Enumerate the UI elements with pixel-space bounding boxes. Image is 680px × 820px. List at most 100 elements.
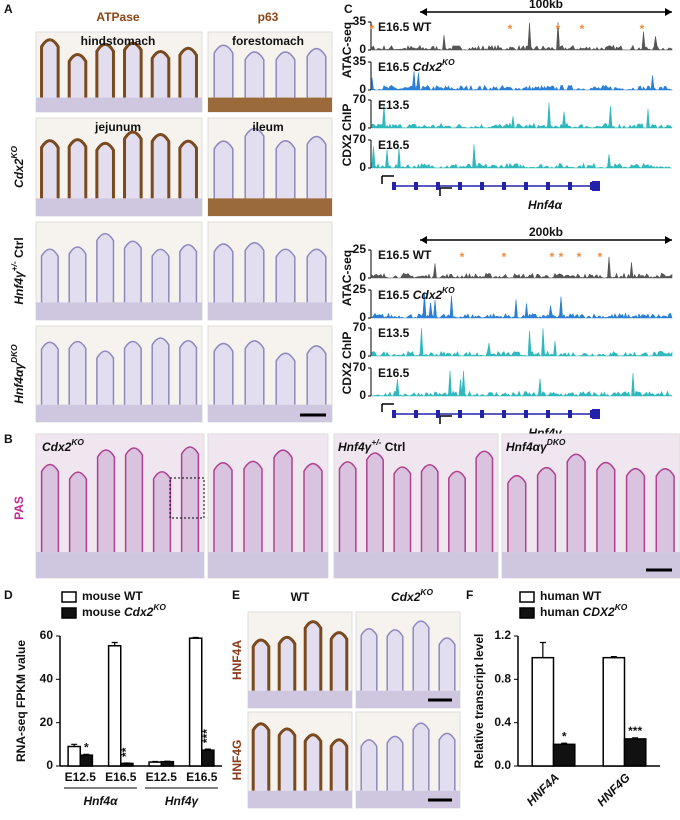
legend-label: mouse Cdx2KO [82, 602, 166, 619]
villus [40, 139, 60, 199]
villus [150, 49, 171, 98]
track-name: E16.5 Cdx2KO [378, 285, 455, 302]
column-header: ATPase [96, 10, 139, 24]
text-part: E16.5 WT [378, 20, 432, 34]
track-tick-label: 0 [359, 82, 366, 96]
row-label: Cdx2KO [9, 146, 26, 188]
villus [244, 241, 265, 303]
text-part: Hnf4αγ [506, 440, 548, 454]
text-part: Ctrl [381, 440, 405, 454]
exon [592, 181, 600, 191]
peak-star: * [370, 22, 375, 36]
x-tick-label: E16.5 [105, 770, 137, 784]
column-header: WT [291, 590, 310, 604]
villus [329, 738, 349, 791]
y-tick-label: 40 [40, 672, 54, 686]
row-label: HNF4A [230, 640, 244, 680]
villus [178, 46, 198, 98]
villus [277, 635, 297, 691]
exon [458, 182, 462, 190]
track-group-label: CDX2 ChIP [340, 332, 354, 395]
significance: * [84, 740, 89, 754]
tissue-base [36, 552, 204, 578]
y-tick-label: 1.2 [494, 628, 511, 642]
villus [438, 637, 456, 691]
row-label: Hnf4αγDKO [9, 344, 26, 404]
villus [124, 447, 144, 553]
text-part: E13.5 [378, 98, 410, 112]
text-part: Hnf4γ [12, 270, 26, 305]
y-tick-label: 0.8 [494, 672, 511, 686]
y-tick-label: 60 [40, 628, 54, 642]
text-part: WT [291, 590, 310, 604]
track-group-label: ATAC-seq [340, 250, 354, 306]
villus [566, 453, 586, 553]
villus [329, 631, 349, 691]
villus [360, 739, 378, 791]
villus [393, 466, 412, 553]
bar [67, 745, 81, 767]
exon [414, 182, 418, 190]
track-tick-label: 25 [353, 282, 367, 296]
tissue-base [36, 198, 202, 216]
track-tick-label: 0 [359, 388, 366, 402]
villus [275, 352, 296, 405]
y-tick-label: 0.0 [494, 758, 511, 772]
text-part: Hnf4αγ [12, 362, 26, 404]
peak-star: * [502, 250, 507, 264]
villus [275, 51, 296, 98]
track-group-label: ATAC-seq [340, 22, 354, 78]
scale-label: 200kb [529, 225, 563, 239]
text-part: E13.5 [378, 326, 410, 340]
tissue-base [208, 302, 332, 320]
text-part: E16.5 [378, 138, 410, 152]
group-label: Hnf4γ [165, 794, 200, 808]
exon [480, 182, 484, 190]
tissue-base [334, 552, 498, 578]
text-part: KO [442, 285, 455, 295]
tissue-base [208, 97, 332, 112]
villus [338, 461, 357, 553]
track-name: E16.5 [378, 366, 410, 380]
villus [273, 449, 293, 553]
track-tick-label: 35 [353, 54, 367, 68]
gene-model [381, 403, 452, 424]
column-header: Cdx2KO [391, 587, 433, 604]
inset-box [169, 477, 205, 519]
exon [502, 182, 506, 190]
villus [151, 337, 170, 405]
text-part: CDX2 [583, 605, 615, 619]
villus [180, 446, 200, 553]
image-label: forestomach [232, 34, 304, 48]
villus [251, 638, 271, 691]
text-part: Hnf4α [83, 794, 118, 808]
legend-label: mouse WT [82, 589, 143, 603]
tissue-base [36, 404, 202, 422]
tissue-base [356, 790, 460, 808]
text-part: Cdx2 [413, 60, 443, 74]
villus [244, 340, 265, 405]
villus [213, 44, 234, 98]
villus [306, 47, 327, 98]
text-part: KO [442, 57, 455, 67]
image-label: ileum [252, 120, 283, 134]
text-part: human [540, 605, 583, 619]
villus [306, 135, 327, 199]
villus [244, 127, 265, 199]
text-part: KO [9, 146, 19, 159]
villus [275, 248, 296, 303]
exon [436, 410, 440, 418]
exon [392, 182, 396, 190]
track-signal [371, 292, 673, 319]
villus [96, 232, 115, 303]
column-header: p63 [258, 10, 279, 24]
villus [96, 449, 116, 553]
y-tick-label: 0.4 [494, 715, 511, 729]
villus [40, 341, 59, 405]
error-bar [111, 641, 118, 646]
villus [67, 138, 88, 199]
image-label: jejunum [94, 120, 141, 134]
villus [306, 345, 327, 405]
row-label: Hnf4γ+/- Ctrl [9, 237, 26, 304]
track-tick-label: 0 [359, 42, 366, 56]
